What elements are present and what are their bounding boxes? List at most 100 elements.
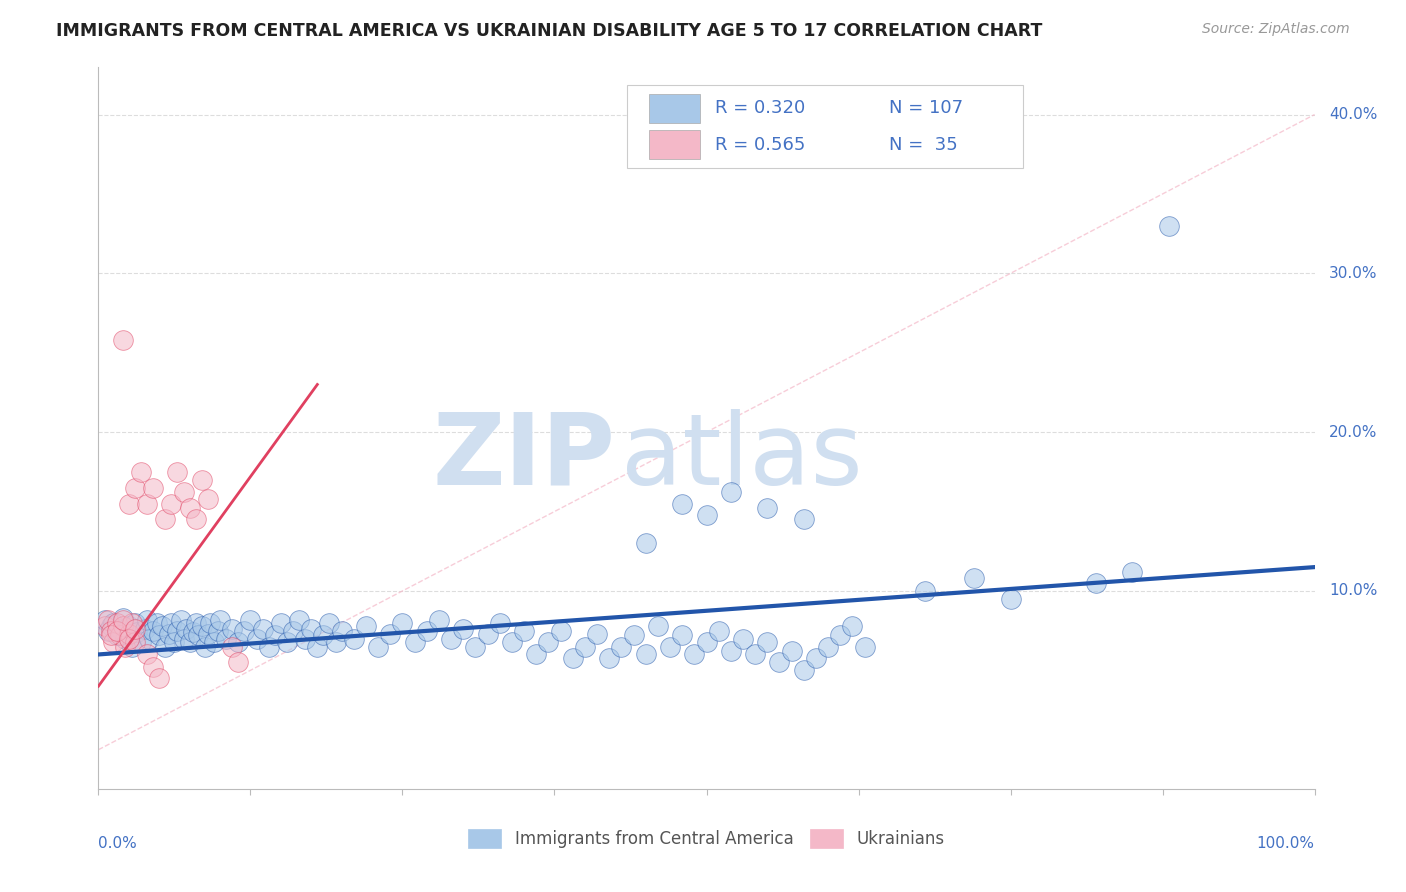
Point — [184, 512, 207, 526]
Point — [129, 634, 152, 648]
Point — [173, 632, 195, 646]
Point — [142, 660, 165, 674]
Point — [671, 628, 693, 642]
Point — [1157, 219, 1180, 233]
Point — [127, 625, 149, 640]
Legend: Immigrants from Central America, Ukrainians: Immigrants from Central America, Ukraini… — [463, 824, 950, 854]
Point — [257, 640, 280, 654]
Point — [488, 615, 510, 630]
Point — [793, 663, 815, 677]
Point — [720, 644, 742, 658]
Point — [288, 613, 311, 627]
Point — [146, 615, 169, 630]
Point — [1000, 591, 1022, 606]
Point — [100, 619, 122, 633]
Point — [354, 619, 377, 633]
Point — [142, 481, 165, 495]
Point — [239, 613, 262, 627]
Point — [427, 613, 450, 627]
Point — [299, 622, 322, 636]
Point — [817, 640, 839, 654]
Point — [101, 615, 124, 630]
Text: 10.0%: 10.0% — [1329, 583, 1378, 599]
Point — [148, 671, 170, 685]
Text: atlas: atlas — [621, 409, 863, 506]
Point — [380, 627, 402, 641]
Point — [100, 624, 122, 638]
Point — [537, 634, 560, 648]
Point — [343, 632, 366, 646]
Point — [294, 632, 316, 646]
Point — [561, 650, 583, 665]
Point — [124, 622, 146, 636]
Point — [93, 619, 115, 633]
Point — [453, 622, 475, 636]
Point — [330, 624, 353, 638]
Point — [129, 465, 152, 479]
Point — [215, 632, 238, 646]
Point — [440, 632, 463, 646]
Text: R = 0.565: R = 0.565 — [716, 136, 806, 153]
Text: IMMIGRANTS FROM CENTRAL AMERICA VS UKRAINIAN DISABILITY AGE 5 TO 17 CORRELATION : IMMIGRANTS FROM CENTRAL AMERICA VS UKRAI… — [56, 22, 1043, 40]
Point — [221, 640, 243, 654]
Point — [391, 615, 413, 630]
Point — [416, 624, 439, 638]
Point — [105, 624, 128, 638]
Point — [276, 634, 298, 648]
Point — [124, 634, 146, 648]
Point — [121, 640, 143, 654]
Point — [550, 624, 572, 638]
Point — [179, 634, 201, 648]
Point — [221, 622, 243, 636]
Point — [768, 656, 790, 670]
Point — [197, 627, 219, 641]
Point — [744, 648, 766, 662]
Point — [136, 648, 159, 662]
Point — [118, 619, 141, 633]
Point — [148, 628, 170, 642]
Point — [233, 624, 256, 638]
Point — [110, 622, 132, 636]
Point — [100, 628, 122, 642]
Point — [731, 632, 754, 646]
Point — [124, 481, 146, 495]
Text: Source: ZipAtlas.com: Source: ZipAtlas.com — [1202, 22, 1350, 37]
Point — [194, 640, 217, 654]
Text: 100.0%: 100.0% — [1257, 837, 1315, 851]
Point — [634, 648, 657, 662]
Point — [118, 497, 141, 511]
Point — [111, 611, 134, 625]
Text: N = 107: N = 107 — [889, 99, 963, 117]
Point — [683, 648, 706, 662]
Point — [270, 615, 292, 630]
Point — [209, 613, 232, 627]
Point — [97, 624, 120, 638]
Point — [252, 622, 274, 636]
Point — [793, 512, 815, 526]
Point — [756, 501, 779, 516]
Text: 30.0%: 30.0% — [1329, 266, 1378, 281]
Point — [160, 615, 183, 630]
Bar — [650, 130, 700, 160]
Point — [318, 615, 340, 630]
Point — [111, 613, 134, 627]
Text: R = 0.320: R = 0.320 — [716, 99, 806, 117]
Point — [160, 497, 183, 511]
Point — [696, 508, 718, 522]
Point — [142, 624, 165, 638]
Bar — [627, 85, 1022, 168]
Point — [853, 640, 876, 654]
Point — [138, 632, 160, 646]
Point — [163, 634, 186, 648]
Text: ZIP: ZIP — [433, 409, 616, 506]
Point — [780, 644, 803, 658]
Point — [524, 648, 547, 662]
Point — [1084, 576, 1107, 591]
Point — [184, 615, 207, 630]
Point — [513, 624, 536, 638]
Point — [134, 622, 156, 636]
Point — [200, 615, 222, 630]
Point — [105, 628, 128, 642]
Point — [157, 627, 180, 641]
Point — [105, 615, 128, 630]
